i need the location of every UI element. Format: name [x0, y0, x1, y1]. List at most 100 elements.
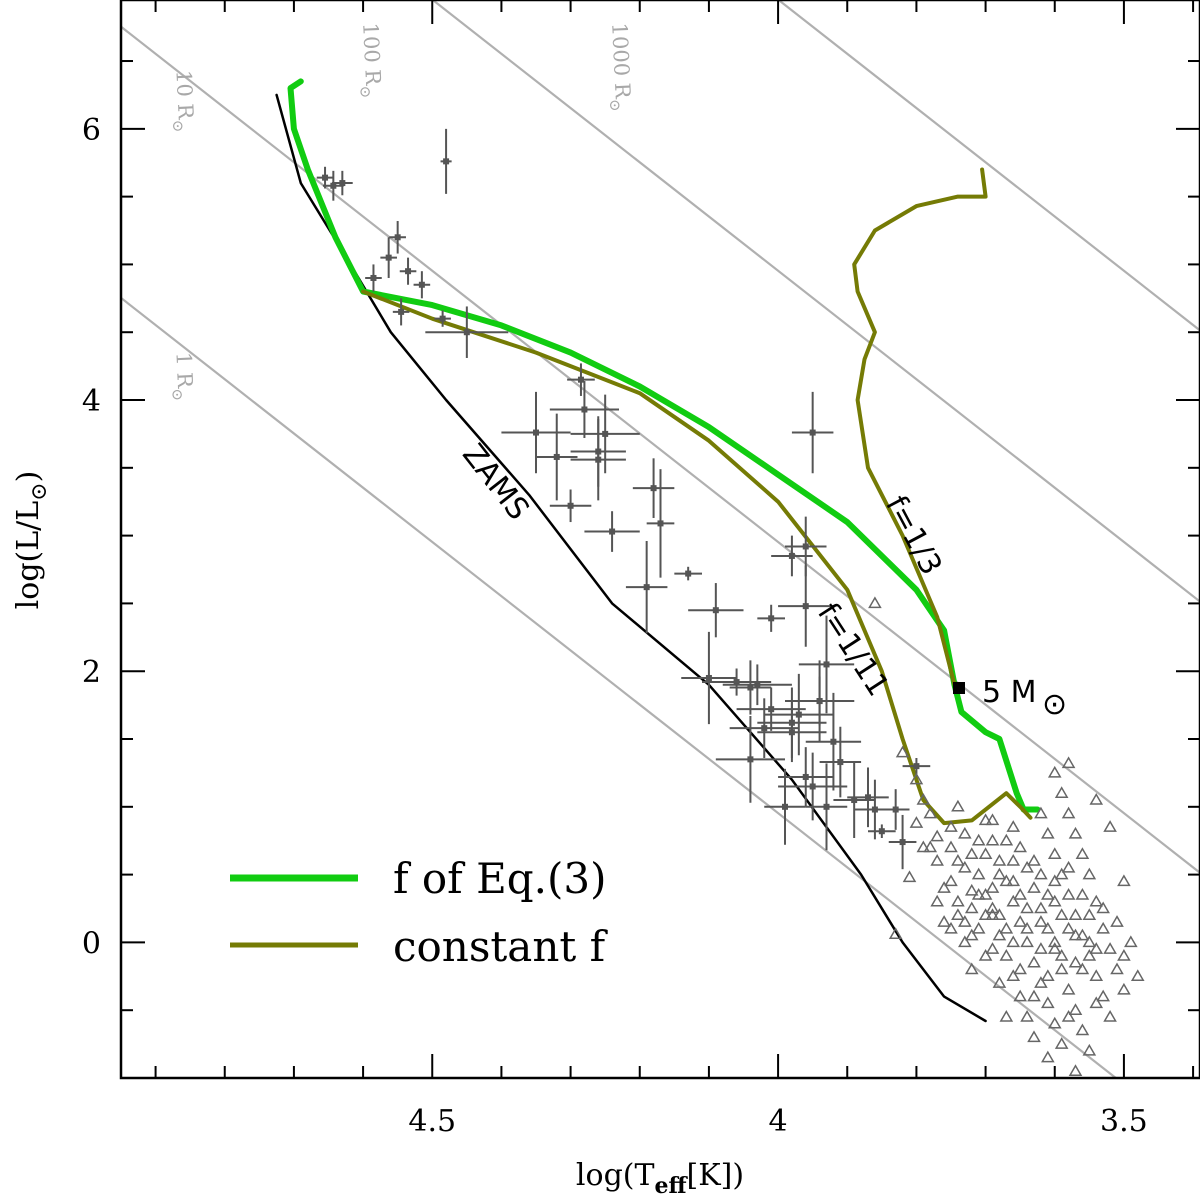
triangle-point	[978, 813, 993, 826]
triangle-point	[944, 874, 958, 887]
errorbar-point	[764, 768, 806, 845]
triangle-point	[1096, 901, 1110, 914]
triangle-point	[1068, 908, 1083, 921]
triangle-point	[992, 854, 1007, 866]
triangle-point	[1041, 1050, 1055, 1063]
errorbar-point	[902, 757, 931, 775]
triangle-point	[958, 915, 972, 927]
triangle-point	[916, 793, 931, 805]
triangle-point	[1068, 955, 1083, 968]
triangle-point	[985, 901, 1000, 914]
errorbar-point	[757, 604, 785, 632]
marker-5msun	[953, 682, 965, 694]
triangle-point	[1117, 982, 1131, 995]
triangle-point	[923, 840, 938, 853]
triangle-point	[1034, 806, 1048, 819]
triangle-point	[1034, 901, 1048, 914]
triangle-point	[1013, 962, 1027, 975]
triangle-point	[1034, 915, 1048, 927]
legend: f of Eq.(3) constant f	[230, 854, 609, 971]
triangle-point	[1020, 935, 1034, 948]
errorbar-point	[798, 615, 855, 714]
x-tick-label: 3.5	[1100, 1104, 1148, 1139]
triangle-point	[1047, 1016, 1062, 1029]
triangle-point	[958, 860, 972, 873]
radius-label-1: 1 R⊙	[166, 352, 197, 402]
triangle-point	[1013, 915, 1027, 927]
triangle-point	[1006, 820, 1021, 832]
radius-label-3: 100 R⊙	[353, 22, 386, 98]
errorbar-point	[434, 310, 451, 327]
triangle-point	[1020, 921, 1034, 934]
errorbar-point	[625, 541, 668, 634]
triangle-point	[1082, 1043, 1097, 1056]
errorbar-point	[778, 747, 834, 807]
errorbar-point	[764, 673, 834, 756]
triangle-point	[1110, 962, 1124, 975]
triangle-point	[1068, 826, 1083, 839]
series-line-2	[361, 289, 1033, 826]
y-tick-label: 0	[82, 926, 101, 961]
y-tick-label: 4	[82, 384, 101, 419]
legend-label-eq3: f of Eq.(3)	[393, 854, 606, 903]
triangle-point	[1061, 860, 1076, 873]
triangle-point	[958, 935, 972, 948]
triangle-point	[1006, 854, 1021, 866]
errorbar-point	[681, 631, 737, 725]
errorbar-point	[567, 363, 595, 396]
errorbar-point	[646, 469, 675, 578]
y-axis-label: log(L/L⊙)	[11, 471, 52, 610]
series-layer	[275, 78, 1145, 1076]
triangle-point	[1061, 806, 1076, 819]
triangle-point	[1013, 989, 1027, 1002]
radius-line-2	[121, 25, 1200, 875]
triangle-point	[1075, 928, 1090, 941]
errorbar-point	[729, 698, 799, 758]
triangle-point	[978, 908, 993, 921]
triangle-point	[868, 596, 882, 609]
triangle-point	[964, 901, 979, 914]
errorbar-point	[674, 566, 702, 581]
errorbar-point	[888, 814, 917, 870]
triangle-point	[1041, 996, 1055, 1009]
errorbar-point	[536, 413, 578, 501]
y-tick-label: 6	[82, 113, 101, 148]
x-axis-label: log(Teff[K])	[576, 1158, 744, 1199]
anno-f-1-11: f=1/11	[810, 597, 895, 703]
errorbar-point	[413, 271, 431, 299]
errorbar-point	[833, 762, 875, 838]
triangle-point	[909, 816, 924, 828]
triangle-point	[1082, 908, 1097, 921]
errorbar-point	[778, 752, 848, 821]
errorbar-point	[715, 715, 785, 803]
x-tick-label: 4.5	[408, 1104, 456, 1139]
errorbar-point	[854, 779, 896, 840]
triangle-point	[1047, 765, 1062, 778]
triangle-point	[1075, 962, 1090, 975]
triangle-point	[944, 840, 958, 853]
triangle-point	[1054, 908, 1069, 921]
triangle-point	[1041, 969, 1055, 982]
triangle-point	[1068, 1064, 1083, 1076]
triangle-point	[1103, 820, 1117, 832]
triangle-point	[1054, 1037, 1069, 1049]
errorbar-point	[389, 221, 406, 254]
errorbar-point	[785, 676, 855, 726]
triangle-point	[1061, 921, 1076, 934]
errorbar-point	[392, 298, 410, 326]
triangle-point	[1130, 969, 1145, 982]
errorbar-point	[440, 128, 452, 194]
triangle-point	[1089, 793, 1104, 805]
triangle-point	[930, 854, 944, 866]
triangle-point	[985, 908, 1000, 921]
series-line-0	[275, 93, 987, 1023]
triangle-point	[1075, 847, 1090, 860]
triangle-point	[1096, 921, 1110, 934]
triangle-point	[985, 881, 1000, 893]
triangle-point	[1013, 840, 1027, 853]
triangle-point	[1027, 881, 1041, 893]
triangle-point	[971, 867, 986, 880]
legend-label-constant: constant f	[393, 922, 609, 971]
